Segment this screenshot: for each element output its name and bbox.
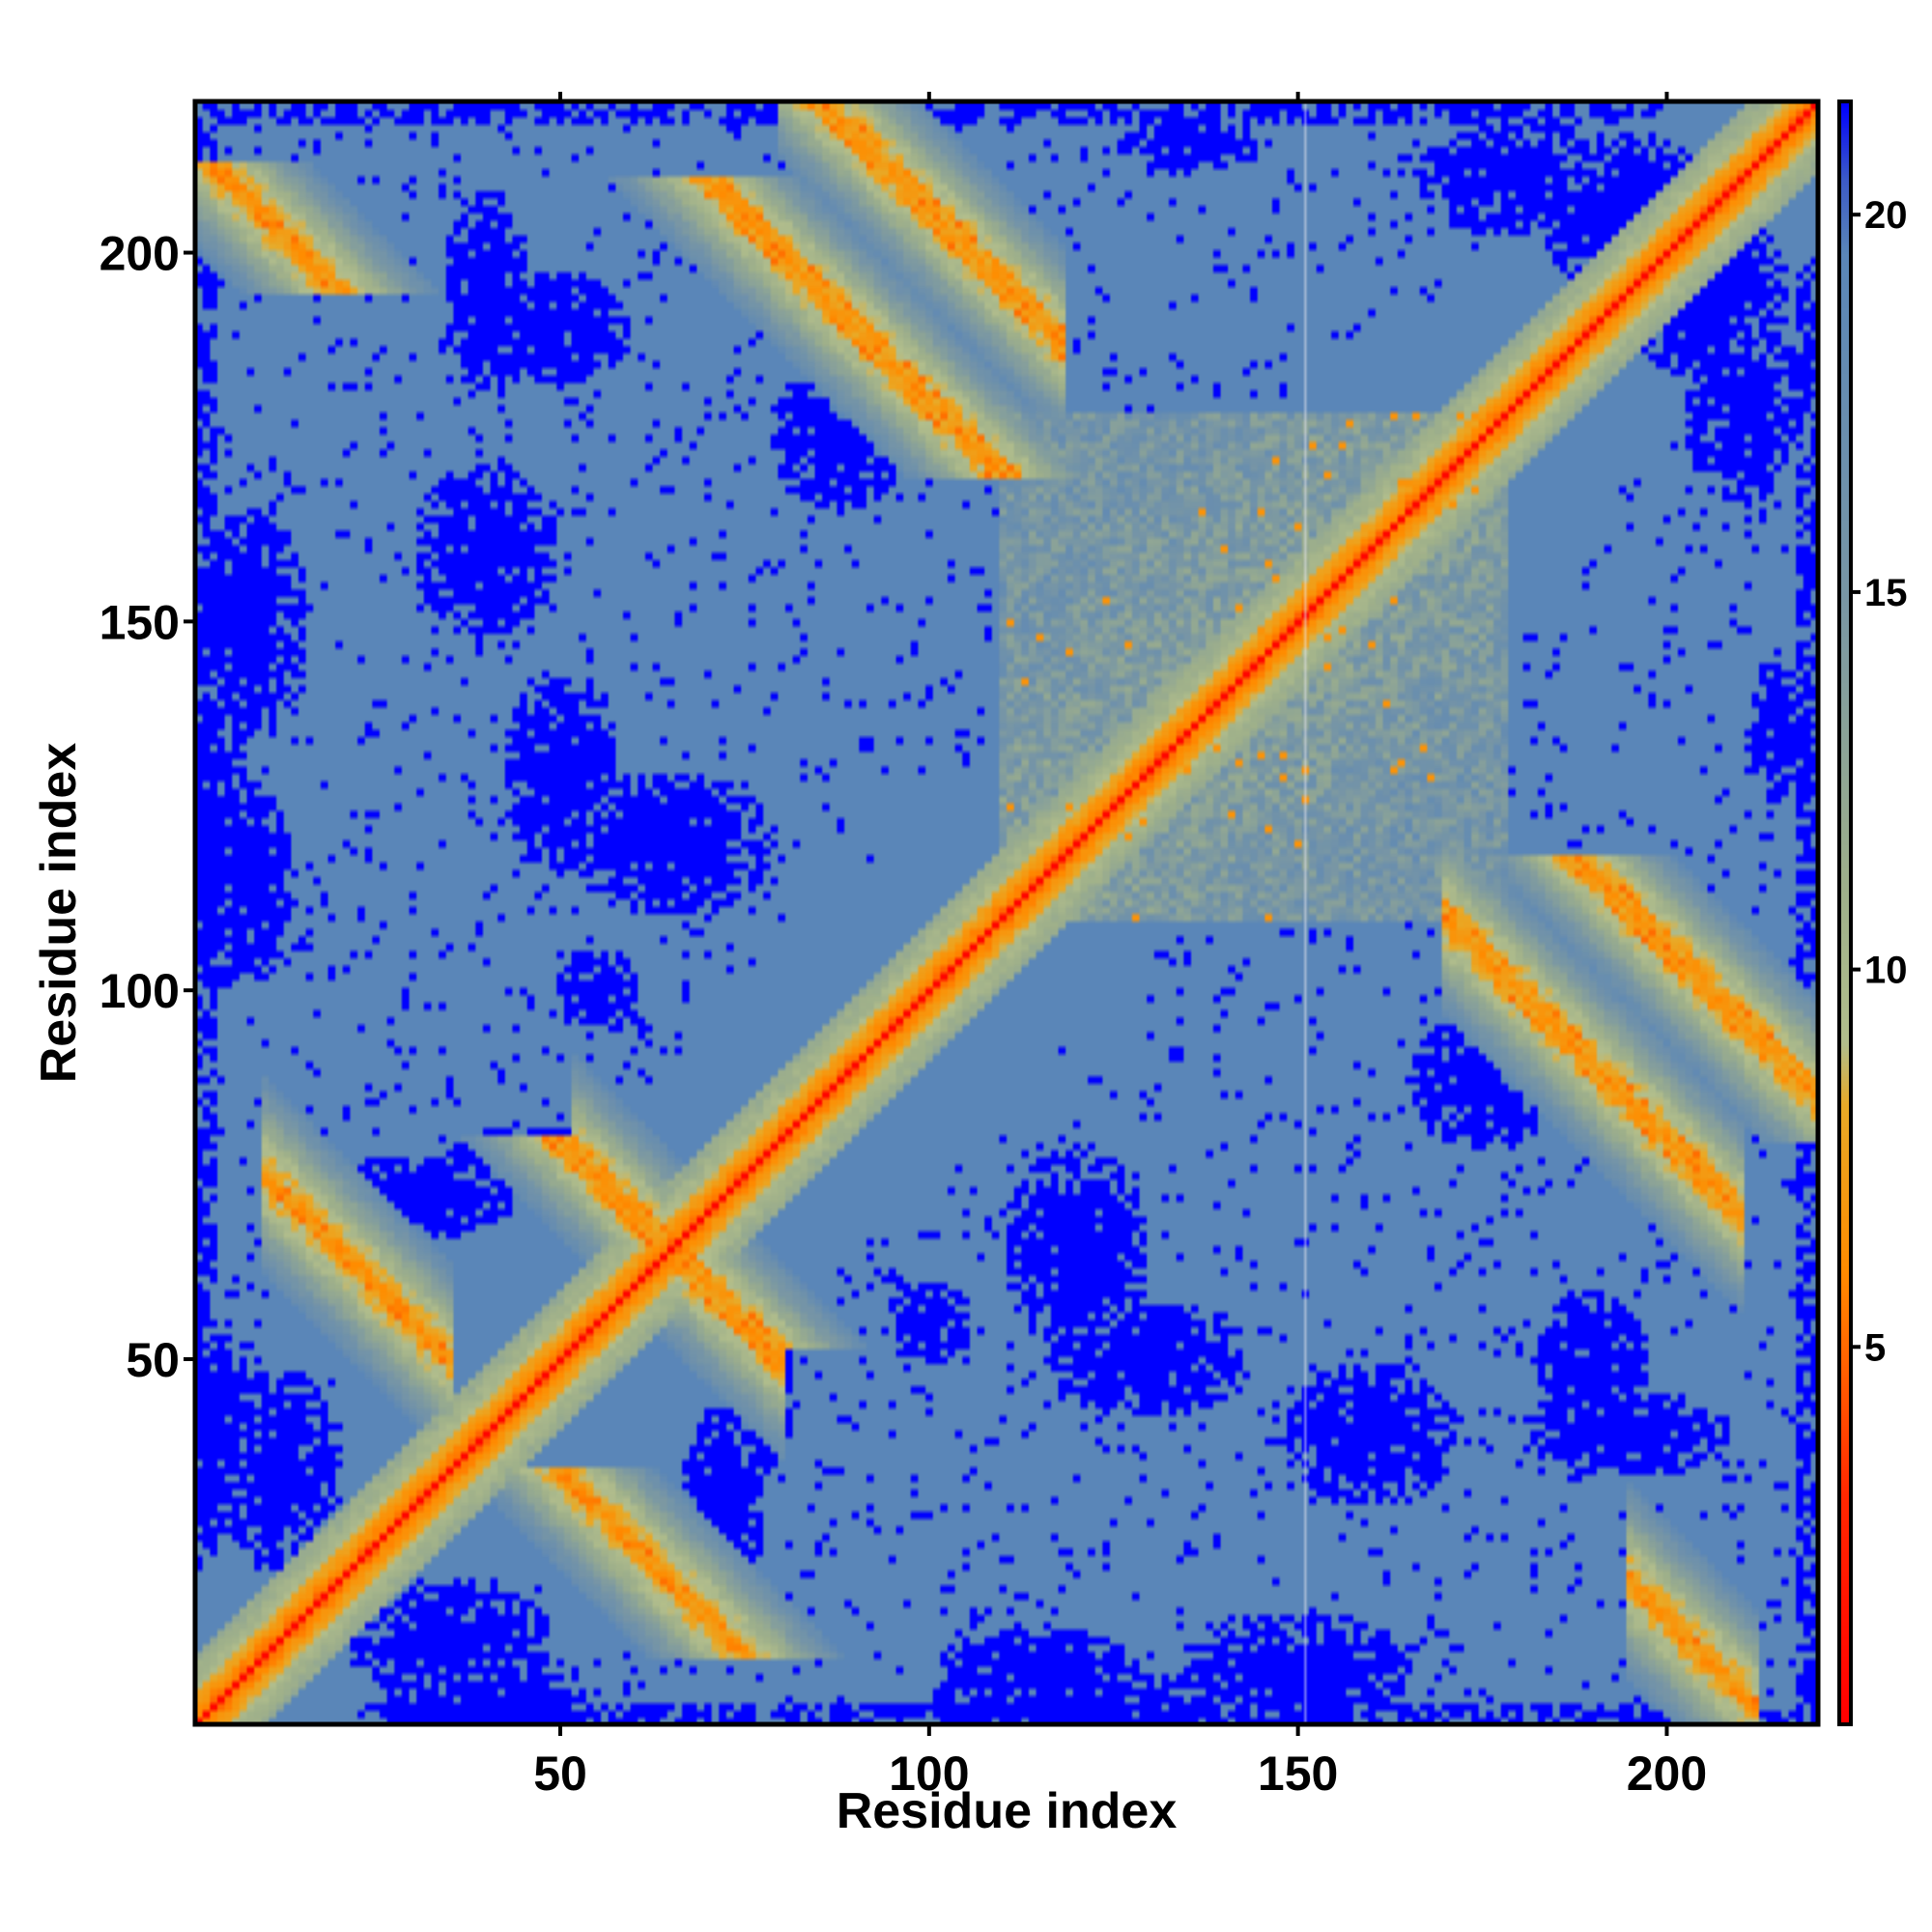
x-axis-ticks: 50 100 150 200 (533, 92, 1707, 1801)
x-tick-label: 200 (1627, 1747, 1707, 1801)
colorbar-tick-label: 10 (1864, 950, 1908, 992)
colorbar-frame (1837, 99, 1853, 1726)
colorbar-ticks: 5 10 15 20 (1851, 194, 1908, 1369)
x-tick-label: 50 (533, 1747, 587, 1801)
heatmap-plot-area (195, 101, 1818, 1724)
y-tick-label: 100 (99, 964, 180, 1018)
colorbar-tick-label: 20 (1864, 194, 1908, 237)
colorbar (1839, 101, 1851, 1724)
colorbar-tick-label: 15 (1864, 572, 1908, 614)
colorbar-tick-label: 5 (1864, 1326, 1886, 1369)
y-axis-ticks: 50 100 150 200 (99, 227, 195, 1387)
plot-frame (192, 99, 1821, 1727)
y-axis-title: Residue index (31, 743, 87, 1084)
x-tick-label: 100 (889, 1747, 969, 1801)
y-tick-label: 150 (99, 595, 180, 649)
y-tick-label: 200 (99, 227, 180, 281)
x-tick-label: 150 (1258, 1747, 1338, 1801)
x-axis-title: Residue index (837, 1783, 1178, 1839)
y-tick-label: 50 (126, 1333, 180, 1387)
